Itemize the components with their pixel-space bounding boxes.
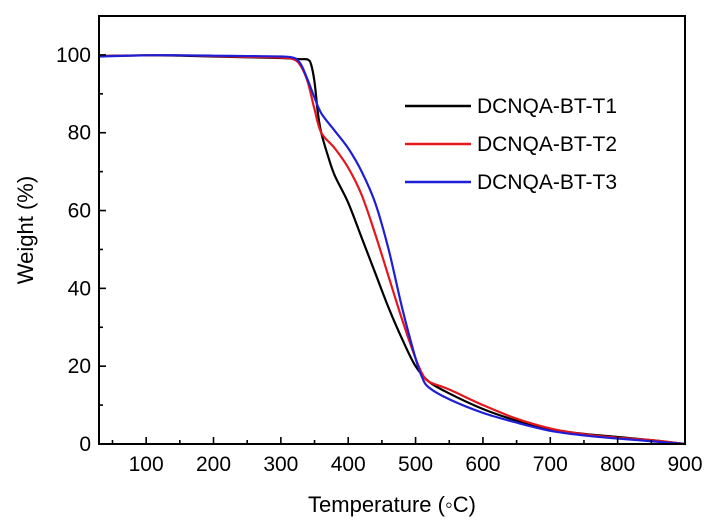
x-tick-label-300: 300 bbox=[263, 453, 298, 476]
y-tick-label-20: 20 bbox=[68, 355, 91, 378]
y-tick-label-100: 100 bbox=[56, 44, 91, 67]
legend-label-3: DCNQA-BT-T3 bbox=[477, 171, 617, 194]
y-tick-label-40: 40 bbox=[68, 277, 91, 300]
legend: DCNQA-BT-T1 DCNQA-BT-T2 DCNQA-BT-T3 bbox=[405, 95, 617, 194]
x-tick-label-800: 800 bbox=[600, 453, 635, 476]
series-layer bbox=[97, 54, 687, 446]
x-tick-label-900: 900 bbox=[667, 453, 702, 476]
ticks-layer: 100 200 300 400 500 600 700 800 900 0 20 40 60 80 100 bbox=[56, 44, 703, 476]
y-tick-label-0: 0 bbox=[79, 433, 91, 456]
x-tick-label-400: 400 bbox=[331, 453, 366, 476]
x-tick-label-700: 700 bbox=[533, 453, 568, 476]
y-axis-title: Weight (%) bbox=[13, 176, 38, 284]
plot-frame bbox=[98, 15, 686, 445]
x-tick-label-100: 100 bbox=[129, 453, 164, 476]
x-axis-title: Temperature (◦C) bbox=[308, 492, 476, 517]
x-tick-label-600: 600 bbox=[465, 453, 500, 476]
y-tick-label-80: 80 bbox=[68, 122, 91, 145]
x-tick-label-500: 500 bbox=[398, 453, 433, 476]
series-line-3 bbox=[97, 54, 687, 446]
legend-label-1: DCNQA-BT-T1 bbox=[477, 95, 617, 118]
legend-label-2: DCNQA-BT-T2 bbox=[477, 133, 617, 156]
x-tick-label-200: 200 bbox=[196, 453, 231, 476]
y-tick-label-60: 60 bbox=[68, 200, 91, 223]
